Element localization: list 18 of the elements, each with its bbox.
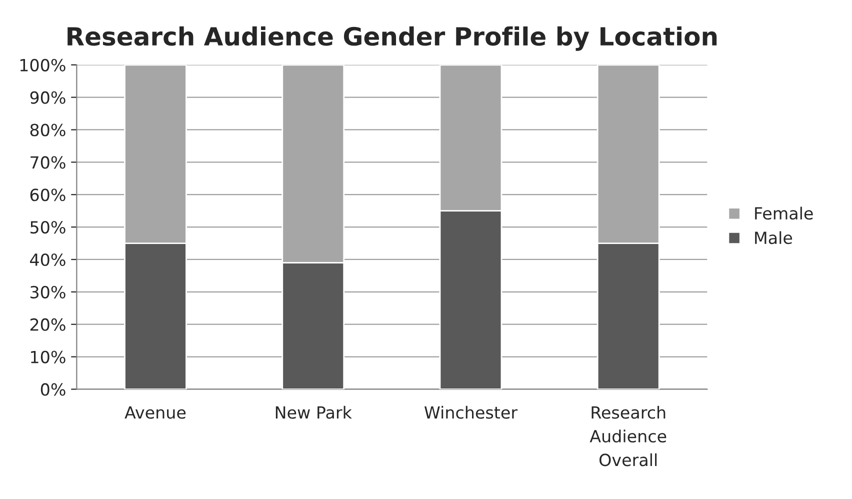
- y-tick-label: 40%: [30, 253, 66, 266]
- y-tick-label: 90%: [30, 91, 66, 104]
- x-tick-label: Avenue: [124, 406, 186, 419]
- y-tick-label: 70%: [30, 156, 66, 169]
- x-tick-label: New Park: [276, 406, 352, 419]
- x-tick-label: Research Audience Overall: [590, 406, 666, 466]
- x-tick-label: Winchester: [424, 406, 518, 419]
- y-tick-label: 30%: [30, 286, 66, 298]
- chart-title: Research Audience Gender Profile by Location: [68, 26, 717, 51]
- y-tick-label: 20%: [30, 318, 66, 331]
- legend-label: Male: [755, 231, 792, 244]
- y-tick-label: 80%: [30, 124, 66, 136]
- y-tick-label: 60%: [30, 188, 66, 202]
- y-tick-label: 0%: [40, 383, 66, 396]
- y-tick-label: 10%: [31, 350, 66, 364]
- y-tick-label: 50%: [30, 221, 66, 234]
- legend-label: Female: [755, 206, 813, 220]
- y-tick-label: 100%: [20, 58, 66, 72]
